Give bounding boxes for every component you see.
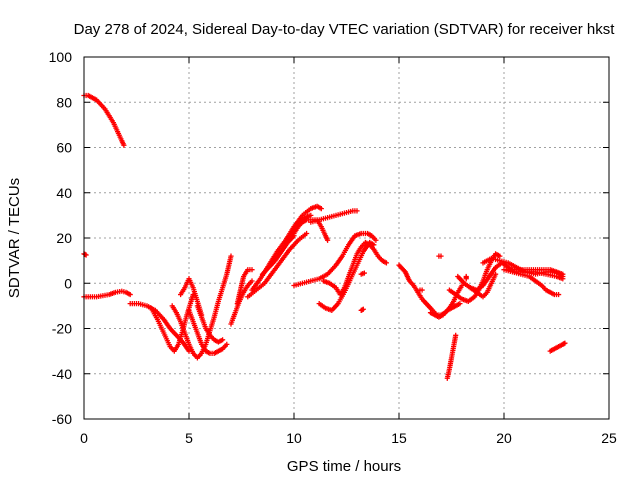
series-s1 — [81, 92, 127, 148]
x-tick-label: 20 — [496, 430, 512, 446]
y-tick-label: 80 — [56, 94, 72, 110]
series-s9 — [178, 276, 205, 318]
plus-marker — [463, 273, 469, 280]
plus-marker — [493, 271, 499, 277]
plus-marker — [562, 340, 568, 346]
series-s21 — [358, 306, 366, 313]
series-s11 — [234, 267, 255, 307]
y-tick-label: -40 — [52, 366, 72, 382]
series-s4 — [127, 301, 192, 354]
y-tick-label: 40 — [56, 185, 72, 201]
plus-marker — [224, 341, 230, 347]
data-marks — [81, 92, 568, 381]
series-s20 — [320, 239, 389, 298]
plus-marker — [383, 260, 389, 266]
plus-marker — [457, 301, 463, 307]
x-tick-label: 15 — [391, 430, 407, 446]
x-tick-label: 0 — [80, 430, 88, 446]
series-s16 — [283, 212, 314, 246]
x-tick-label: 10 — [286, 430, 302, 446]
series-s22 — [358, 270, 367, 277]
plot-frame — [83, 56, 610, 420]
series-s18 — [291, 230, 379, 289]
plus-marker — [127, 291, 133, 298]
plus-marker — [497, 253, 503, 259]
plus-marker — [220, 337, 226, 343]
series-s14 — [259, 233, 297, 277]
series-s3 — [81, 288, 133, 300]
plus-marker — [361, 270, 367, 276]
plus-marker — [308, 212, 314, 218]
plus-marker — [249, 267, 255, 273]
series-s27 — [436, 253, 444, 259]
y-tick-label: -60 — [52, 411, 72, 427]
plus-marker — [453, 332, 459, 338]
y-tick-label: 100 — [49, 49, 73, 65]
series-s2 — [81, 251, 89, 258]
plus-marker — [121, 142, 127, 148]
plus-marker — [249, 278, 255, 284]
plus-marker — [304, 230, 310, 237]
series-s7 — [186, 307, 230, 356]
plus-marker — [354, 208, 360, 214]
x-axis-label: GPS time / hours — [287, 458, 401, 475]
plus-marker — [560, 276, 566, 282]
series-s32 — [467, 271, 499, 300]
series-s17 — [308, 208, 360, 225]
grid — [84, 57, 609, 419]
series-s31 — [463, 273, 469, 282]
axis-ticks: 0 5 10 15 20 25 -60 -40 -20 0 20 40 60 80 100 — [49, 49, 617, 446]
y-axis-label: SDTVAR / TECUs — [6, 178, 23, 298]
x-tick-label: 25 — [601, 430, 617, 446]
x-tick-label: 5 — [185, 430, 193, 446]
plus-marker — [325, 237, 331, 243]
plus-marker — [556, 291, 562, 298]
plus-marker — [228, 253, 234, 259]
y-tick-label: 20 — [56, 230, 72, 246]
chart-title: Day 278 of 2024, Sidereal Day-to-day VTE… — [74, 21, 616, 38]
y-tick-label: 60 — [56, 140, 72, 156]
plus-marker — [199, 312, 205, 318]
series-s36 — [511, 269, 566, 282]
series-s28 — [417, 287, 425, 293]
series-s12 — [245, 230, 310, 300]
plus-marker — [373, 237, 379, 243]
y-tick-label: -20 — [52, 321, 72, 337]
series-s23 — [396, 262, 434, 311]
series-s25 — [427, 301, 463, 320]
series-s37 — [547, 340, 568, 354]
plus-marker — [318, 205, 324, 212]
plus-marker — [360, 306, 366, 312]
y-tick-label: 0 — [64, 275, 72, 291]
plus-marker — [438, 253, 444, 259]
series-s26 — [444, 332, 459, 381]
plus-marker — [419, 287, 425, 293]
